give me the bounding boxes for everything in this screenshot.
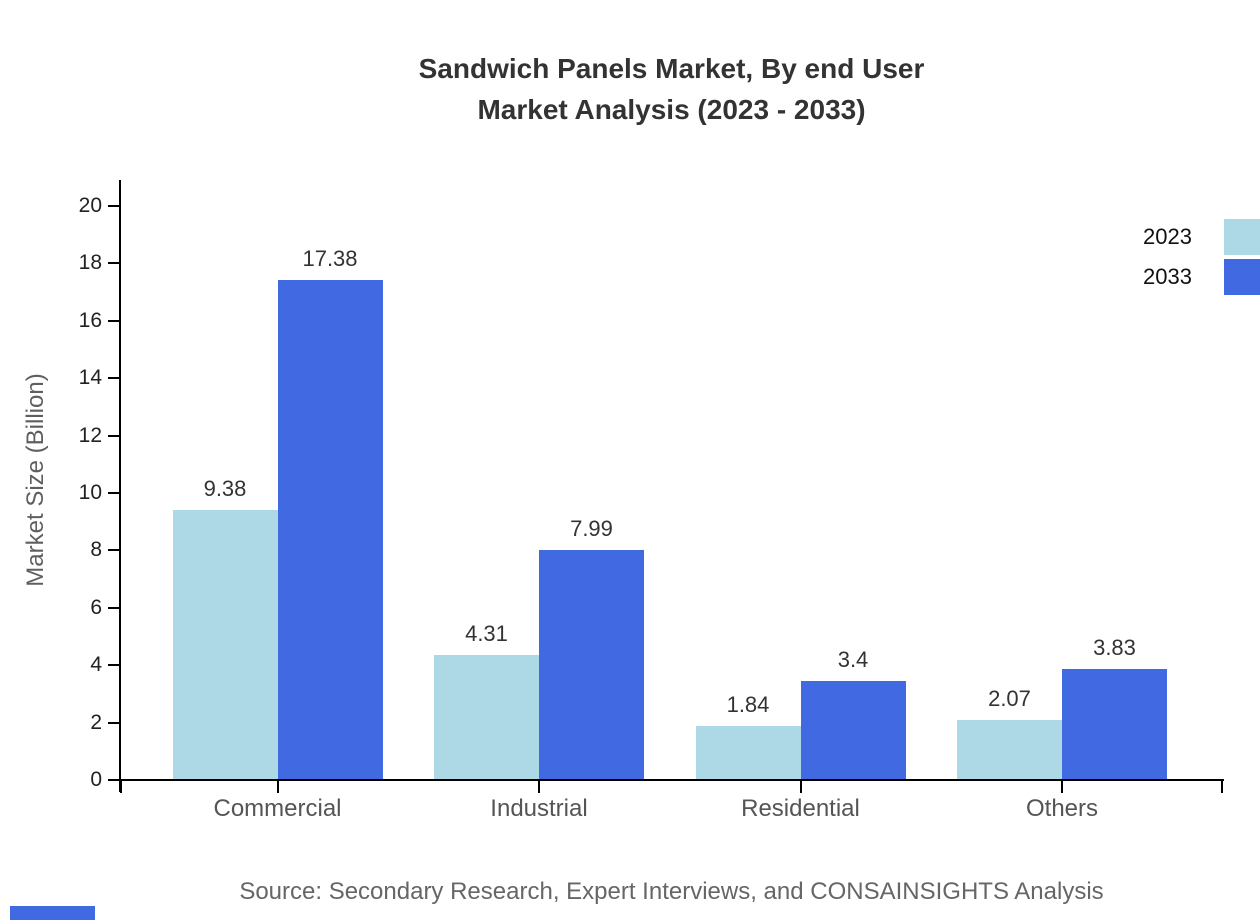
y-tick-label: 4 — [90, 653, 102, 677]
y-tick-label: 12 — [78, 423, 102, 447]
y-tick-label: 20 — [78, 194, 102, 217]
bar-2023-others — [957, 719, 1062, 779]
legend-swatch-2023-icon — [1224, 219, 1260, 255]
bar-2033-industrial — [539, 549, 644, 779]
chart-title-line2: Market Analysis (2023 - 2033) — [477, 94, 866, 125]
source-note: Source: Secondary Research, Expert Inter… — [239, 878, 1104, 905]
category-label-residential: Residential — [741, 795, 860, 822]
y-tick — [108, 492, 121, 494]
legend-label-2023: 2023 — [1143, 224, 1192, 249]
y-tick — [108, 664, 121, 667]
y-tick — [108, 377, 121, 380]
bar-2023-residential — [695, 726, 801, 779]
bar-2033-others — [1062, 669, 1167, 779]
category-label-others: Others — [1025, 795, 1099, 822]
y-tick-label: 8 — [90, 538, 102, 562]
y-tick-label: 14 — [78, 366, 102, 390]
x-tick — [1061, 780, 1063, 793]
x-axis-end-tick — [1221, 780, 1223, 793]
bar-value-2023-industrial: 4.31 — [465, 621, 508, 647]
bar-value-2023-others: 2.07 — [988, 685, 1031, 711]
bar-value-2023-residential: 1.84 — [726, 692, 770, 718]
x-axis-line — [119, 779, 1224, 781]
bar-value-2033-residential: 3.4 — [837, 647, 869, 673]
y-tick — [108, 721, 121, 724]
y-tick — [108, 205, 121, 207]
bar-2023-industrial — [434, 655, 539, 779]
y-tick-label: 16 — [78, 308, 102, 332]
bar-value-2033-industrial: 7.99 — [570, 515, 613, 541]
legend-item-2023: 2023 — [1143, 219, 1260, 255]
y-tick — [108, 319, 121, 322]
brand-accent-bar — [10, 906, 95, 920]
y-tick-label: 0 — [90, 768, 102, 791]
x-tick — [799, 780, 802, 793]
category-label-industrial: Industrial — [490, 795, 588, 822]
bar-2033-commercial — [277, 280, 383, 779]
chart-title-line1: Sandwich Panels Market, By end User — [418, 53, 925, 84]
y-tick — [108, 434, 121, 437]
x-axis-end-tick — [120, 780, 122, 793]
category-label-commercial: Commercial — [213, 795, 342, 822]
legend-label-2033: 2033 — [1143, 264, 1192, 289]
bar-value-2033-others: 3.83 — [1093, 635, 1136, 661]
bar-value-2023-commercial: 9.38 — [203, 475, 247, 501]
y-tick — [108, 262, 121, 265]
x-tick — [276, 780, 279, 793]
bar-2023-commercial — [172, 509, 278, 779]
y-tick-label: 18 — [78, 251, 102, 275]
bar-value-2033-commercial: 17.38 — [302, 246, 358, 272]
chart-title: Sandwich Panels Market, By end User Mark… — [121, 48, 1222, 130]
y-axis-line — [119, 180, 121, 792]
y-tick-label: 10 — [78, 481, 102, 504]
y-tick — [108, 549, 121, 552]
y-tick — [108, 606, 121, 609]
x-tick — [538, 780, 540, 793]
y-tick-label: 6 — [90, 595, 102, 619]
y-tick — [108, 779, 121, 781]
legend: 2023 2033 — [1143, 219, 1260, 299]
y-tick-label: 2 — [90, 710, 102, 734]
bar-2033-residential — [800, 681, 906, 779]
legend-swatch-2033-icon — [1224, 259, 1260, 295]
legend-item-2033: 2033 — [1143, 259, 1260, 295]
